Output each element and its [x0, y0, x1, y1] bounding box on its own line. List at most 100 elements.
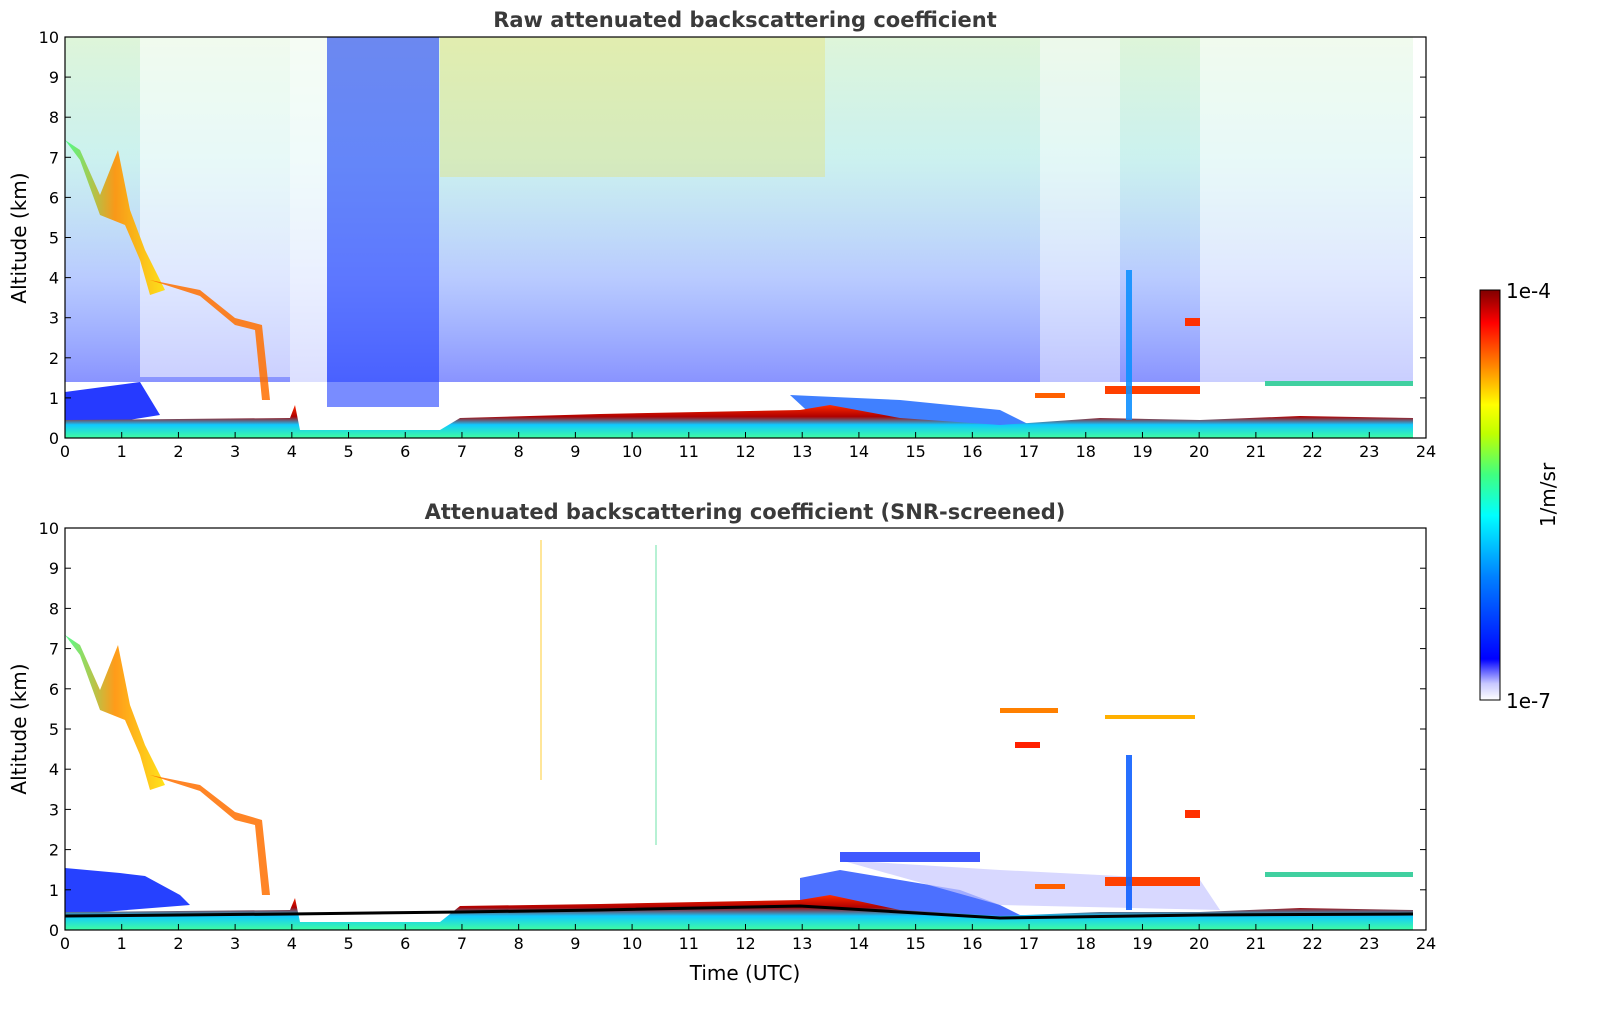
x-tick-label: 0 — [60, 934, 70, 953]
y-tick-label: 10 — [39, 519, 59, 538]
x-tick-label: 7 — [457, 934, 467, 953]
raw-cloud-layer-2 — [1105, 386, 1200, 394]
x-tick-label: 6 — [400, 934, 410, 953]
y-tick-label: 7 — [49, 148, 59, 167]
y-tick-label: 10 — [39, 28, 59, 47]
screened-cloud-layer-3 — [1265, 872, 1413, 877]
x-tick-label: 8 — [514, 934, 524, 953]
raw-clear-gap-1 — [140, 37, 290, 377]
y-tick-label: 8 — [49, 599, 59, 618]
raw-clear-gap-3 — [1040, 37, 1120, 407]
x-tick-label: 20 — [1189, 442, 1209, 461]
raw-y-axis-label: Altitude (km) — [7, 172, 31, 303]
screened-cloud-layer-1 — [1035, 884, 1065, 889]
x-tick-label: 16 — [962, 442, 982, 461]
x-tick-label: 8 — [514, 442, 524, 461]
y-tick-label: 5 — [49, 229, 59, 248]
x-tick-label: 17 — [1019, 442, 1039, 461]
screened-lower-aerosol — [65, 868, 190, 915]
raw-lower-aerosol — [65, 382, 160, 430]
screened-boundary-layer — [65, 895, 1413, 930]
y-tick-label: 5 — [49, 720, 59, 739]
screened-cloud-layer-2 — [1105, 877, 1200, 886]
screened-cloud-layer-4 — [1185, 810, 1200, 818]
screened-high-cloud-1 — [1000, 708, 1058, 713]
x-tick-label: 9 — [570, 934, 580, 953]
x-tick-label: 3 — [230, 442, 240, 461]
x-tick-label: 12 — [735, 934, 755, 953]
screened-cloud-trail — [150, 775, 270, 895]
x-tick-label: 19 — [1132, 442, 1152, 461]
y-tick-label: 2 — [49, 841, 59, 860]
raw-boundary-layer — [65, 405, 1413, 438]
colorbar-max-label: 1e-4 — [1506, 279, 1551, 303]
x-tick-label: 19 — [1132, 934, 1152, 953]
x-tick-label: 20 — [1189, 934, 1209, 953]
x-tick-label: 10 — [622, 934, 642, 953]
x-tick-label: 15 — [905, 442, 925, 461]
screened-high-cloud-2 — [1015, 742, 1040, 748]
x-tick-label: 22 — [1302, 934, 1322, 953]
x-tick-label: 22 — [1302, 442, 1322, 461]
x-tick-label: 5 — [343, 442, 353, 461]
x-tick-label: 21 — [1246, 934, 1266, 953]
y-tick-label: 3 — [49, 800, 59, 819]
x-tick-label: 10 — [622, 442, 642, 461]
raw-heatmap — [65, 37, 1413, 438]
x-tick-label: 21 — [1246, 442, 1266, 461]
screened-x-axis: 0 1 2 3 4 5 6 7 8 9 10 11 12 13 14 15 16 17 18 19 20 21 22 23 24 — [60, 924, 1436, 953]
raw-clear-gap-4 — [1200, 37, 1413, 417]
x-tick-label: 1 — [117, 442, 127, 461]
screened-faint-aerosol — [840, 860, 1220, 910]
y-tick-label: 4 — [49, 269, 59, 288]
raw-descending-cloud — [65, 140, 165, 295]
screened-speckle-1 — [540, 540, 542, 780]
y-tick-label: 4 — [49, 760, 59, 779]
screened-y-axis-label: Altitude (km) — [7, 663, 31, 794]
screened-heatmap — [65, 540, 1414, 930]
x-tick-label: 17 — [1019, 934, 1039, 953]
raw-cloud-trail — [150, 280, 270, 400]
y-tick-label: 6 — [49, 680, 59, 699]
x-tick-label: 1 — [117, 934, 127, 953]
raw-cloud-layer-1 — [1035, 393, 1065, 398]
y-tick-label: 6 — [49, 188, 59, 207]
x-tick-label: 14 — [849, 442, 869, 461]
x-tick-label: 23 — [1359, 442, 1379, 461]
raw-dense-noise-block — [327, 37, 439, 407]
x-tick-label: 4 — [287, 934, 297, 953]
x-tick-label: 5 — [343, 934, 353, 953]
x-tick-label: 12 — [735, 442, 755, 461]
screened-high-cloud-3 — [1105, 715, 1195, 719]
x-tick-label: 18 — [1076, 934, 1096, 953]
x-tick-label: 2 — [173, 934, 183, 953]
x-tick-label: 3 — [230, 934, 240, 953]
screened-panel-title: Attenuated backscattering coefficient (S… — [425, 500, 1066, 524]
screened-elevated-blobs — [840, 852, 980, 862]
y-tick-label: 1 — [49, 389, 59, 408]
x-tick-label: 13 — [792, 442, 812, 461]
raw-y-axis: 0 1 2 3 4 5 6 7 8 9 10 — [39, 28, 1426, 448]
screened-plume — [1126, 755, 1132, 910]
y-tick-label: 0 — [49, 921, 59, 940]
x-tick-label: 14 — [849, 934, 869, 953]
x-tick-label: 13 — [792, 934, 812, 953]
screened-descending-cloud — [65, 635, 165, 790]
raw-panel-title: Raw attenuated backscattering coefficien… — [493, 8, 997, 32]
y-tick-label: 9 — [49, 559, 59, 578]
y-tick-label: 7 — [49, 640, 59, 659]
x-tick-label: 0 — [60, 442, 70, 461]
x-tick-label: 18 — [1076, 442, 1096, 461]
x-tick-label: 6 — [400, 442, 410, 461]
raw-yellow-noise — [440, 37, 825, 177]
x-tick-label: 11 — [679, 442, 699, 461]
y-tick-label: 3 — [49, 309, 59, 328]
y-tick-label: 1 — [49, 881, 59, 900]
x-axis-label: Time (UTC) — [689, 961, 801, 985]
x-tick-label: 11 — [679, 934, 699, 953]
raw-plume — [1126, 270, 1132, 420]
x-tick-label: 23 — [1359, 934, 1379, 953]
colorbar-unit-label: 1/m/sr — [1536, 462, 1560, 527]
raw-clear-gap-2 — [290, 37, 327, 432]
